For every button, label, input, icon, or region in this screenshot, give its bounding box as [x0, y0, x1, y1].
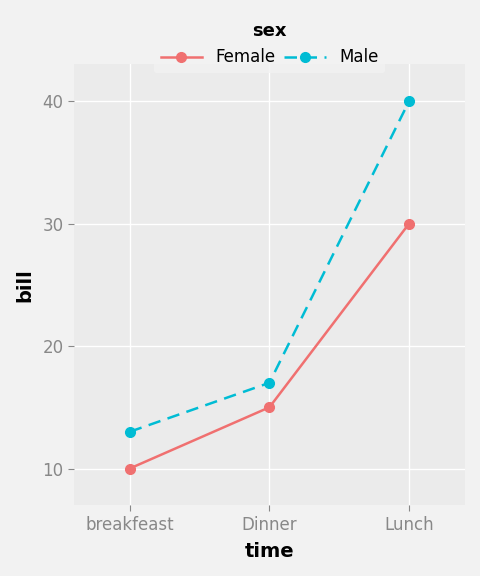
- Y-axis label: bill: bill: [15, 268, 34, 302]
- X-axis label: time: time: [245, 542, 294, 561]
- Legend: Female, Male: Female, Male: [154, 16, 385, 73]
